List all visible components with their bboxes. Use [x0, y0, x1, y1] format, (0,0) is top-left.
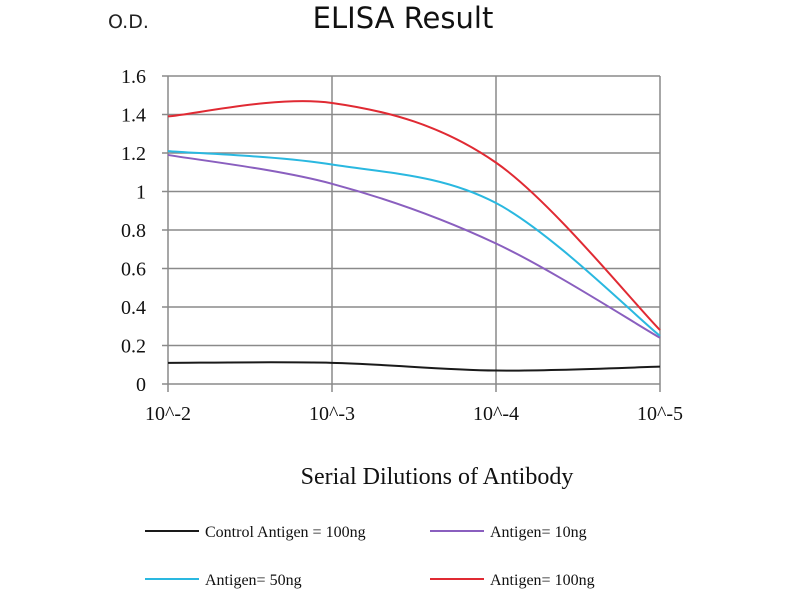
chart-title: ELISA Result	[313, 1, 494, 35]
y-tick-label: 0.8	[121, 220, 146, 242]
legend-label: Control Antigen = 100ng	[205, 524, 366, 541]
y-tick-label: 0	[136, 374, 146, 396]
y-tick-label: 1.2	[121, 143, 146, 165]
y-axis-label: O.D.	[108, 11, 149, 33]
x-tick-label: 10^-3	[309, 403, 355, 425]
x-ticks: 10^-2 10^-3 10^-4 10^-5	[145, 403, 683, 425]
x-tick-label: 10^-2	[145, 403, 191, 425]
series-line-3	[167, 100, 661, 331]
legend-label: Antigen= 50ng	[205, 572, 302, 589]
y-tick-label: 1.4	[121, 105, 146, 127]
series-line-1	[167, 153, 661, 339]
legend-label: Antigen= 10ng	[490, 524, 587, 541]
legend: Control Antigen = 100ng Antigen= 10ng Anti…	[145, 524, 595, 589]
y-tick-label: 0.6	[121, 259, 146, 281]
x-tick-label: 10^-5	[637, 403, 683, 425]
legend-label: Antigen= 100ng	[490, 572, 595, 589]
y-tick-label: 0.4	[121, 297, 146, 319]
x-tick-label: 10^-4	[473, 403, 519, 425]
x-axis-label: Serial Dilutions of Antibody	[301, 464, 574, 490]
series-lines	[167, 100, 661, 372]
y-tick-label: 1	[136, 182, 146, 204]
series-line-2	[167, 150, 661, 337]
y-ticks: 0 0.2 0.4 0.6 0.8 1 1.2 1.4 1.6	[121, 66, 146, 396]
y-tick-label: 0.2	[121, 336, 146, 358]
series-line-0	[167, 361, 661, 372]
grid	[162, 75, 661, 392]
y-tick-label: 1.6	[121, 66, 146, 88]
